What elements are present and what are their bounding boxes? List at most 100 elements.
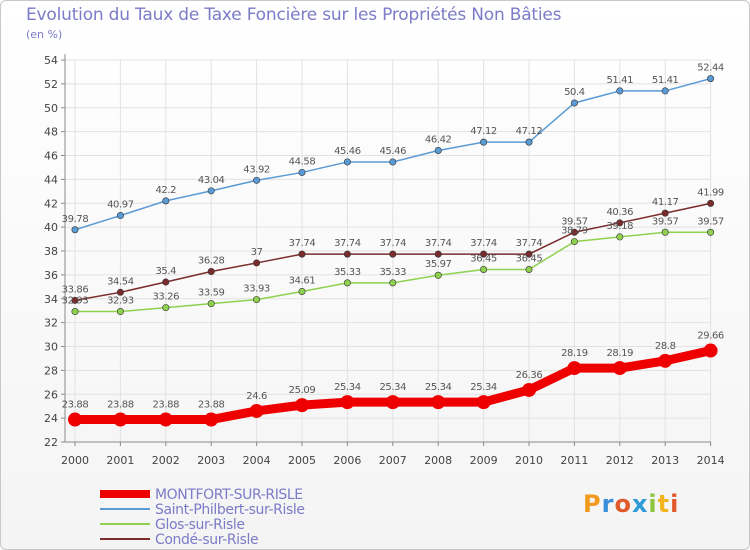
y-tick-label: 36	[44, 269, 58, 282]
x-tick-label: 2013	[651, 454, 679, 467]
data-point	[476, 395, 491, 410]
data-point	[658, 353, 673, 368]
x-tick-label: 2002	[152, 454, 180, 467]
data-point	[253, 176, 261, 184]
y-tick-label: 34	[44, 293, 58, 306]
data-label: 50.4	[564, 87, 585, 98]
data-label: 24.6	[246, 391, 267, 402]
data-point	[116, 288, 124, 296]
data-point	[116, 212, 124, 220]
data-label: 36.45	[470, 254, 497, 265]
y-tick-label: 54	[44, 54, 58, 67]
data-label: 37	[251, 247, 263, 258]
data-label: 25.34	[425, 382, 452, 393]
data-label: 25.09	[289, 385, 316, 396]
y-tick-label: 52	[44, 78, 58, 91]
y-tick-label: 30	[44, 341, 58, 354]
chart-unit-label: (en %)	[26, 28, 63, 41]
legend-label: Glos-sur-Risle	[155, 517, 245, 533]
data-label: 40.36	[606, 207, 633, 218]
data-label: 28.19	[606, 348, 633, 359]
y-tick-label: 38	[44, 245, 58, 258]
data-point	[298, 168, 306, 176]
data-label: 28.8	[655, 341, 676, 352]
data-point	[298, 287, 306, 295]
data-point	[570, 238, 578, 246]
data-point	[162, 304, 170, 312]
data-point	[253, 296, 261, 304]
data-label: 41.17	[652, 197, 679, 208]
data-point	[567, 361, 582, 376]
y-tick-label: 28	[44, 364, 58, 377]
y-tick-label: 32	[44, 317, 58, 330]
data-label: 39.57	[561, 216, 588, 227]
x-tick-label: 2010	[515, 454, 543, 467]
data-point	[707, 75, 715, 83]
data-label: 41.99	[697, 187, 724, 198]
data-label: 29.66	[697, 331, 724, 342]
data-label: 34.54	[107, 276, 134, 287]
data-point	[707, 199, 715, 207]
data-label: 25.34	[334, 382, 361, 393]
data-point	[71, 308, 79, 316]
data-point	[480, 138, 488, 146]
series-layer	[68, 75, 718, 427]
data-label: 33.59	[198, 288, 225, 299]
data-label: 45.46	[334, 146, 361, 157]
data-point	[480, 250, 488, 258]
x-tick-label: 2001	[106, 454, 134, 467]
data-point	[343, 279, 351, 287]
data-point	[661, 209, 669, 217]
data-point	[525, 266, 533, 274]
data-point	[162, 278, 170, 286]
data-label: 40.97	[107, 200, 134, 211]
data-label: 47.12	[470, 126, 497, 137]
data-label: 37.74	[470, 238, 497, 249]
y-tick-label: 40	[44, 221, 58, 234]
x-tick-label: 2006	[333, 454, 361, 467]
data-label: 26.36	[516, 370, 543, 381]
data-label: 37.74	[379, 238, 406, 249]
data-label: 33.26	[152, 292, 179, 303]
data-point	[434, 250, 442, 258]
data-point	[158, 412, 173, 427]
data-label: 37.74	[334, 238, 361, 249]
x-tick-label: 2012	[606, 454, 634, 467]
data-point	[71, 226, 79, 234]
data-point	[434, 271, 442, 279]
chart-title: Evolution du Taux de Taxe Foncière sur l…	[26, 5, 562, 25]
y-tick-label: 48	[44, 126, 58, 139]
data-point	[162, 197, 170, 205]
data-label: 25.34	[470, 382, 497, 393]
y-tick-label: 50	[44, 102, 58, 115]
data-label: 43.92	[243, 164, 270, 175]
x-tick-label: 2004	[243, 454, 271, 467]
data-label: 23.88	[198, 400, 225, 411]
data-label: 35.33	[334, 267, 361, 278]
y-tick-label: 24	[44, 412, 58, 425]
data-label: 39.18	[606, 221, 633, 232]
data-label: 43.04	[198, 175, 225, 186]
x-tick-label: 2003	[197, 454, 225, 467]
data-point	[707, 228, 715, 236]
data-point	[116, 308, 124, 316]
data-point	[385, 395, 400, 410]
data-label: 37.74	[425, 238, 452, 249]
data-label: 36.28	[198, 256, 225, 267]
data-point	[207, 268, 215, 276]
data-point	[522, 382, 536, 397]
data-point	[68, 412, 82, 427]
x-tick-label: 2005	[288, 454, 316, 467]
y-tick-label: 46	[44, 150, 58, 163]
data-label: 32.93	[107, 296, 134, 307]
data-label: 35.4	[155, 266, 176, 277]
data-label: 39.78	[62, 214, 89, 225]
data-point	[298, 250, 306, 258]
x-tick-label: 2008	[424, 454, 452, 467]
y-tick-label: 42	[44, 197, 58, 210]
legend-label: MONTFORT-SUR-RISLE	[155, 487, 303, 503]
data-point	[71, 296, 79, 304]
data-point	[525, 138, 533, 146]
data-label: 46.42	[425, 134, 452, 145]
